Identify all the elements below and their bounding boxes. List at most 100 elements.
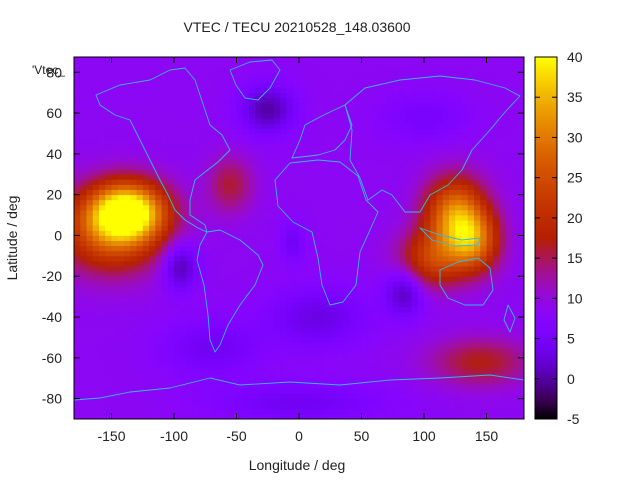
heatmap-cell	[136, 352, 144, 359]
heatmap-cell	[186, 153, 194, 160]
heatmap-cell	[224, 250, 231, 257]
heatmap-cell	[417, 138, 425, 145]
heatmap-cell	[249, 184, 256, 190]
heatmap-cell	[374, 322, 381, 328]
heatmap-cell	[380, 373, 387, 379]
heatmap-cell	[349, 235, 356, 241]
heatmap-cell	[142, 276, 150, 282]
heatmap-cell	[311, 143, 319, 150]
heatmap-cell	[336, 281, 344, 287]
heatmap-cell	[117, 164, 125, 170]
heatmap-cell	[311, 215, 319, 221]
heatmap-cell	[499, 352, 506, 359]
heatmap-cell	[149, 153, 156, 160]
heatmap-cell	[274, 255, 281, 262]
heatmap-cell	[174, 368, 181, 374]
heatmap-cell	[517, 179, 524, 185]
heatmap-cell	[386, 230, 394, 236]
heatmap-cell	[274, 250, 281, 257]
heatmap-cell	[130, 306, 137, 313]
heatmap-cell	[311, 209, 319, 216]
heatmap-cell	[486, 87, 494, 94]
heatmap-cell	[130, 169, 137, 175]
heatmap-cell	[436, 179, 444, 185]
heatmap-cell	[330, 240, 337, 247]
heatmap-cell	[261, 311, 269, 318]
heatmap-cell	[86, 327, 94, 333]
heatmap-cell	[299, 271, 306, 277]
heatmap-cell	[399, 102, 406, 109]
heatmap-cell	[492, 174, 500, 180]
heatmap-cell	[242, 327, 250, 333]
heatmap-cell	[405, 148, 412, 155]
heatmap-cell	[161, 158, 169, 165]
heatmap-cell	[230, 189, 237, 196]
heatmap-cell	[292, 113, 300, 119]
heatmap-cell	[142, 174, 150, 180]
heatmap-cell	[474, 255, 481, 262]
heatmap-cell	[142, 413, 150, 419]
heatmap-cell	[217, 317, 225, 323]
heatmap-cell	[155, 143, 162, 150]
heatmap-cell	[411, 164, 419, 170]
heatmap-cell	[217, 250, 225, 257]
heatmap-cell	[449, 215, 456, 221]
heatmap-cell	[142, 164, 150, 170]
heatmap-cell	[186, 164, 194, 170]
heatmap-cell	[242, 204, 250, 211]
heatmap-cell	[230, 393, 237, 400]
heatmap-cell	[317, 286, 325, 292]
heatmap-cell	[299, 255, 306, 262]
heatmap-cell	[130, 342, 137, 349]
heatmap-cell	[136, 327, 144, 333]
heatmap-cell	[74, 113, 81, 119]
heatmap-cell	[199, 327, 206, 333]
heatmap-cell	[367, 123, 375, 129]
heatmap-cell	[361, 311, 369, 318]
heatmap-cell	[486, 169, 494, 175]
heatmap-cell	[92, 393, 100, 400]
heatmap-cell	[86, 128, 94, 134]
heatmap-cell	[349, 184, 356, 190]
heatmap-cell	[405, 383, 412, 389]
heatmap-cell	[211, 266, 219, 272]
heatmap-cell	[167, 352, 175, 359]
heatmap-cell	[236, 169, 244, 175]
heatmap-cell	[299, 281, 306, 287]
heatmap-cell	[499, 317, 506, 323]
heatmap-cell	[336, 199, 344, 206]
heatmap-cell	[80, 368, 87, 374]
heatmap-cell	[467, 352, 475, 359]
heatmap-cell	[274, 235, 281, 241]
heatmap-cell	[155, 102, 162, 109]
heatmap-cell	[324, 332, 331, 338]
heatmap-cell	[130, 133, 137, 139]
heatmap-cell	[505, 67, 512, 73]
heatmap-cell	[155, 62, 162, 68]
heatmap-cell	[167, 383, 175, 389]
heatmap-cell	[161, 281, 169, 287]
heatmap-cell	[411, 245, 419, 252]
heatmap-cell	[436, 77, 444, 83]
heatmap-cell	[136, 245, 144, 252]
heatmap-cell	[417, 317, 425, 323]
heatmap-cell	[286, 388, 294, 394]
heatmap-cell	[436, 383, 444, 389]
heatmap-cell	[92, 72, 100, 78]
heatmap-cell	[442, 408, 450, 415]
heatmap-cell	[305, 113, 312, 119]
heatmap-cell	[236, 230, 244, 236]
heatmap-cell	[461, 286, 469, 292]
heatmap-cell	[205, 67, 212, 73]
heatmap-cell	[305, 408, 312, 415]
heatmap-cell	[186, 317, 194, 323]
heatmap-cell	[261, 408, 269, 415]
heatmap-cell	[374, 174, 381, 180]
heatmap-cell	[399, 368, 406, 374]
heatmap-cell	[180, 153, 187, 160]
heatmap-cell	[430, 179, 437, 185]
heatmap-cell	[130, 398, 137, 405]
heatmap-cell	[386, 92, 394, 99]
heatmap-cell	[436, 332, 444, 338]
heatmap-cell	[405, 362, 412, 369]
